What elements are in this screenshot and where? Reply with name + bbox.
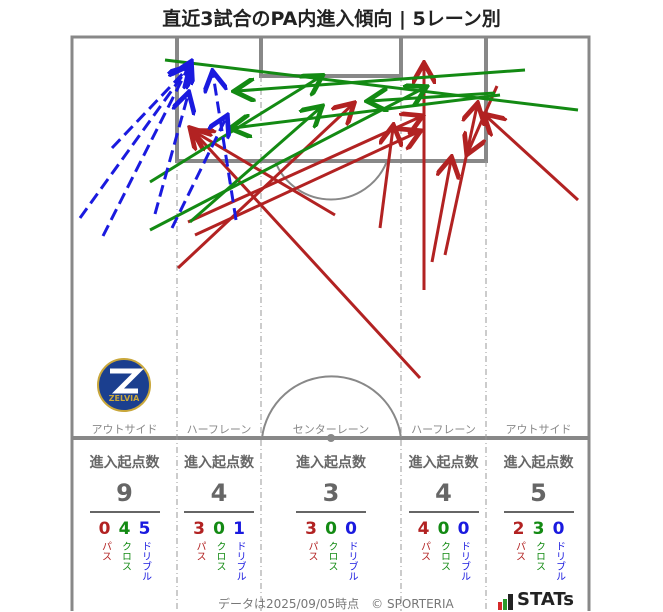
- stat-col-outside-left: 進入起点数 9 0 パス 4 クロス 5 ドリブル: [72, 452, 177, 581]
- lane-label-half-right: ハーフレーン: [411, 423, 476, 436]
- stat-total: 3: [322, 479, 340, 507]
- lane-label-outside-left: アウトサイド: [91, 423, 158, 436]
- stat-total: 5: [530, 479, 547, 507]
- stat-total: 9: [116, 479, 133, 507]
- stat-col-center: 進入起点数 3 3 パス 0 クロス 0 ドリブル: [261, 452, 401, 581]
- stat-col-outside-right: 進入起点数 5 2 パス 3 クロス 0 ドリブル: [486, 452, 591, 581]
- dribble-arrows: [78, 64, 238, 237]
- stat-header: 進入起点数: [296, 455, 366, 471]
- stat-total: 4: [210, 479, 228, 507]
- cross-arrows: [149, 58, 579, 232]
- goal-area: [259, 37, 403, 78]
- svg-text:ZELVIA: ZELVIA: [109, 394, 140, 403]
- stat-header: 進入起点数: [184, 455, 254, 471]
- stat-header: 進入起点数: [89, 455, 160, 471]
- stat-col-half-right: 進入起点数 4 4 パス 0 クロス 0 ドリブル: [401, 452, 486, 581]
- lane-label-outside-right: アウトサイド: [505, 423, 572, 436]
- data-date-note: データは2025/09/05時点 © SPORTERIA: [218, 597, 454, 611]
- stats-logo: STATs: [498, 590, 574, 610]
- zelvia-badge-icon: ZELVIA: [97, 358, 151, 412]
- bar-chart-icon: [498, 594, 513, 610]
- lane-label-center: センターレーン: [292, 423, 370, 436]
- stat-header: 進入起点数: [408, 455, 479, 471]
- pitch-border: [70, 35, 591, 611]
- stat-total: 4: [435, 479, 452, 507]
- team-emblem: ZELVIA: [96, 357, 152, 413]
- stat-header: 進入起点数: [503, 455, 574, 471]
- chart-title: 直近3試合のPA内進入傾向 | 5レーン別: [162, 8, 501, 30]
- stat-col-half-left: 進入起点数 4 3 パス 0 クロス 1 ドリブル: [177, 452, 261, 581]
- centre-circle: [261, 375, 402, 439]
- lane-label-half-left: ハーフレーン: [186, 423, 252, 436]
